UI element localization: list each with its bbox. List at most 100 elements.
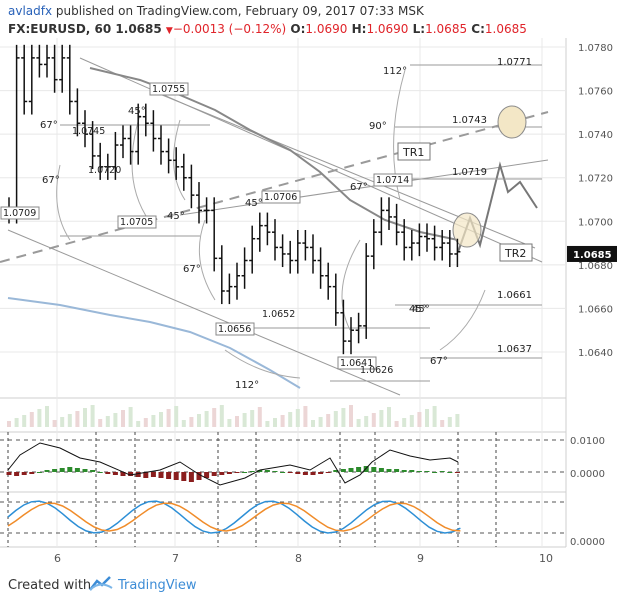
author-link[interactable]: avladfx: [8, 4, 53, 18]
symbol-line: FX:EURUSD, 60 1.0685 ▼−0.0013 (−0.12%) O…: [8, 22, 527, 36]
volume-bar: [136, 421, 141, 427]
macd-histogram-bar: [333, 470, 339, 472]
pivot-box: [117, 215, 157, 229]
volume-bar: [22, 415, 27, 427]
tradingview-brand[interactable]: TradingView: [118, 578, 197, 593]
ohlc-bar: [158, 125, 164, 165]
low-label: L:: [412, 22, 426, 36]
ohlc-bar: [112, 131, 119, 180]
ohlc-bar: [446, 230, 453, 268]
volume-bar: [60, 417, 65, 427]
macd-histogram-bar: [371, 467, 377, 472]
ohlc-bar: [127, 125, 134, 165]
volume-bar: [371, 413, 376, 427]
macd-histogram-bar: [44, 470, 50, 472]
ohlc-bar: [180, 153, 187, 191]
symbol-label: FX:EURUSD, 60: [8, 22, 112, 36]
volume-bar: [364, 416, 369, 427]
macd-histogram-bar: [318, 472, 324, 474]
volume-bar: [235, 416, 239, 427]
macd-histogram-bar: [120, 472, 126, 476]
volume-bar: [7, 421, 11, 427]
volume-bar: [288, 412, 293, 427]
macd-histogram-bar: [158, 472, 164, 478]
volume-bar: [181, 420, 186, 427]
time-tick-label: 8: [295, 552, 302, 565]
ohlc-bar: [226, 273, 233, 305]
macd-histogram-bar: [112, 472, 118, 475]
macd-histogram-bar: [82, 469, 88, 472]
macd-histogram-bar: [204, 472, 210, 478]
ohlc-bar: [150, 110, 157, 152]
ohlc-bar: [120, 125, 126, 159]
time-tick-label: 10: [539, 552, 553, 565]
high-label: H:: [351, 22, 367, 36]
chart-canvas[interactable]: 1.0771 1.0743 1.0719 1.0661 1.0637 1.0755 1.07…: [0, 38, 619, 568]
level-label: 1.0719: [452, 167, 487, 178]
price-tick-label: 1.0680: [578, 261, 613, 272]
volume-bar: [14, 418, 19, 427]
macd-histogram-bar: [196, 472, 202, 480]
volume-bar: [189, 417, 194, 427]
ohlc-bar: [82, 110, 88, 148]
macd-histogram-bar: [67, 467, 73, 472]
macd-histogram-bar: [242, 472, 248, 473]
pivot-box: [261, 190, 301, 204]
ohlc-bar: [97, 142, 104, 180]
macd-histogram-bar: [409, 470, 415, 472]
macd-tick-label: 0.0000: [570, 469, 605, 480]
price-tick-label: 1.0700: [578, 217, 613, 228]
ohlc-bar: [294, 230, 301, 274]
macd-histogram-bar: [340, 469, 346, 472]
ohlc-bar: [188, 164, 195, 209]
ohlc-bar: [370, 219, 377, 270]
ohlc-bar: [431, 225, 438, 261]
volume-bar: [166, 409, 171, 427]
ohlc-bar: [59, 44, 66, 93]
volume-bar: [333, 411, 338, 427]
ohlc-bar: [401, 219, 408, 261]
macd-histogram-bar: [280, 472, 286, 473]
volume-bar: [151, 415, 156, 427]
macd-histogram-bar: [264, 470, 270, 472]
ohlc-bar: [74, 88, 81, 137]
volume-bar: [159, 412, 163, 427]
ohlc-bar: [211, 197, 218, 272]
macd-histogram-bar: [378, 468, 384, 472]
ohlc-bar: [203, 197, 210, 224]
created-with-text: Created with: [8, 578, 92, 593]
stoch-tick-label: 0.0000: [570, 537, 605, 548]
macd-histogram-bar: [173, 472, 179, 480]
ohlc-bar: [104, 153, 111, 180]
publish-line: avladfx published on TradingView.com, Fe…: [8, 4, 424, 18]
volume-bar: [432, 406, 437, 427]
ohlc-bar: [51, 44, 58, 93]
ohlc-bar: [21, 44, 28, 115]
macd-histogram-bar: [386, 469, 392, 472]
ohlc-bar: [234, 262, 240, 300]
macd-histogram-bar: [219, 472, 225, 475]
indicator-panels: 0.0100 0.0000 0.0000: [0, 405, 605, 548]
pivot-label: 1.0641: [340, 358, 373, 369]
ohlc-bar: [142, 103, 149, 137]
angle-label: 45°: [167, 211, 185, 222]
grid: [0, 38, 566, 547]
volume-bar: [417, 412, 422, 427]
ohlc-bar: [272, 219, 278, 261]
volume-bar: [394, 421, 399, 427]
volume-bar: [402, 418, 407, 427]
volume-bar: [105, 416, 110, 427]
ohlc-bar: [264, 212, 271, 246]
pivot-box: [215, 322, 255, 336]
pivot-label: 1.0755: [152, 84, 185, 95]
ohlc-bar: [454, 238, 461, 268]
macd-histogram-bar: [249, 471, 255, 472]
ohlc-bar: [439, 230, 446, 261]
pivot-box: [0, 206, 40, 220]
ohlc-bar: [279, 234, 286, 268]
time-tick-label: 7: [172, 552, 179, 565]
macd-histogram-bar: [295, 472, 301, 474]
current-price-label: 1.0685: [573, 250, 612, 261]
pivot-label: 1.0745: [72, 126, 105, 137]
macd-histogram-bar: [105, 472, 111, 474]
